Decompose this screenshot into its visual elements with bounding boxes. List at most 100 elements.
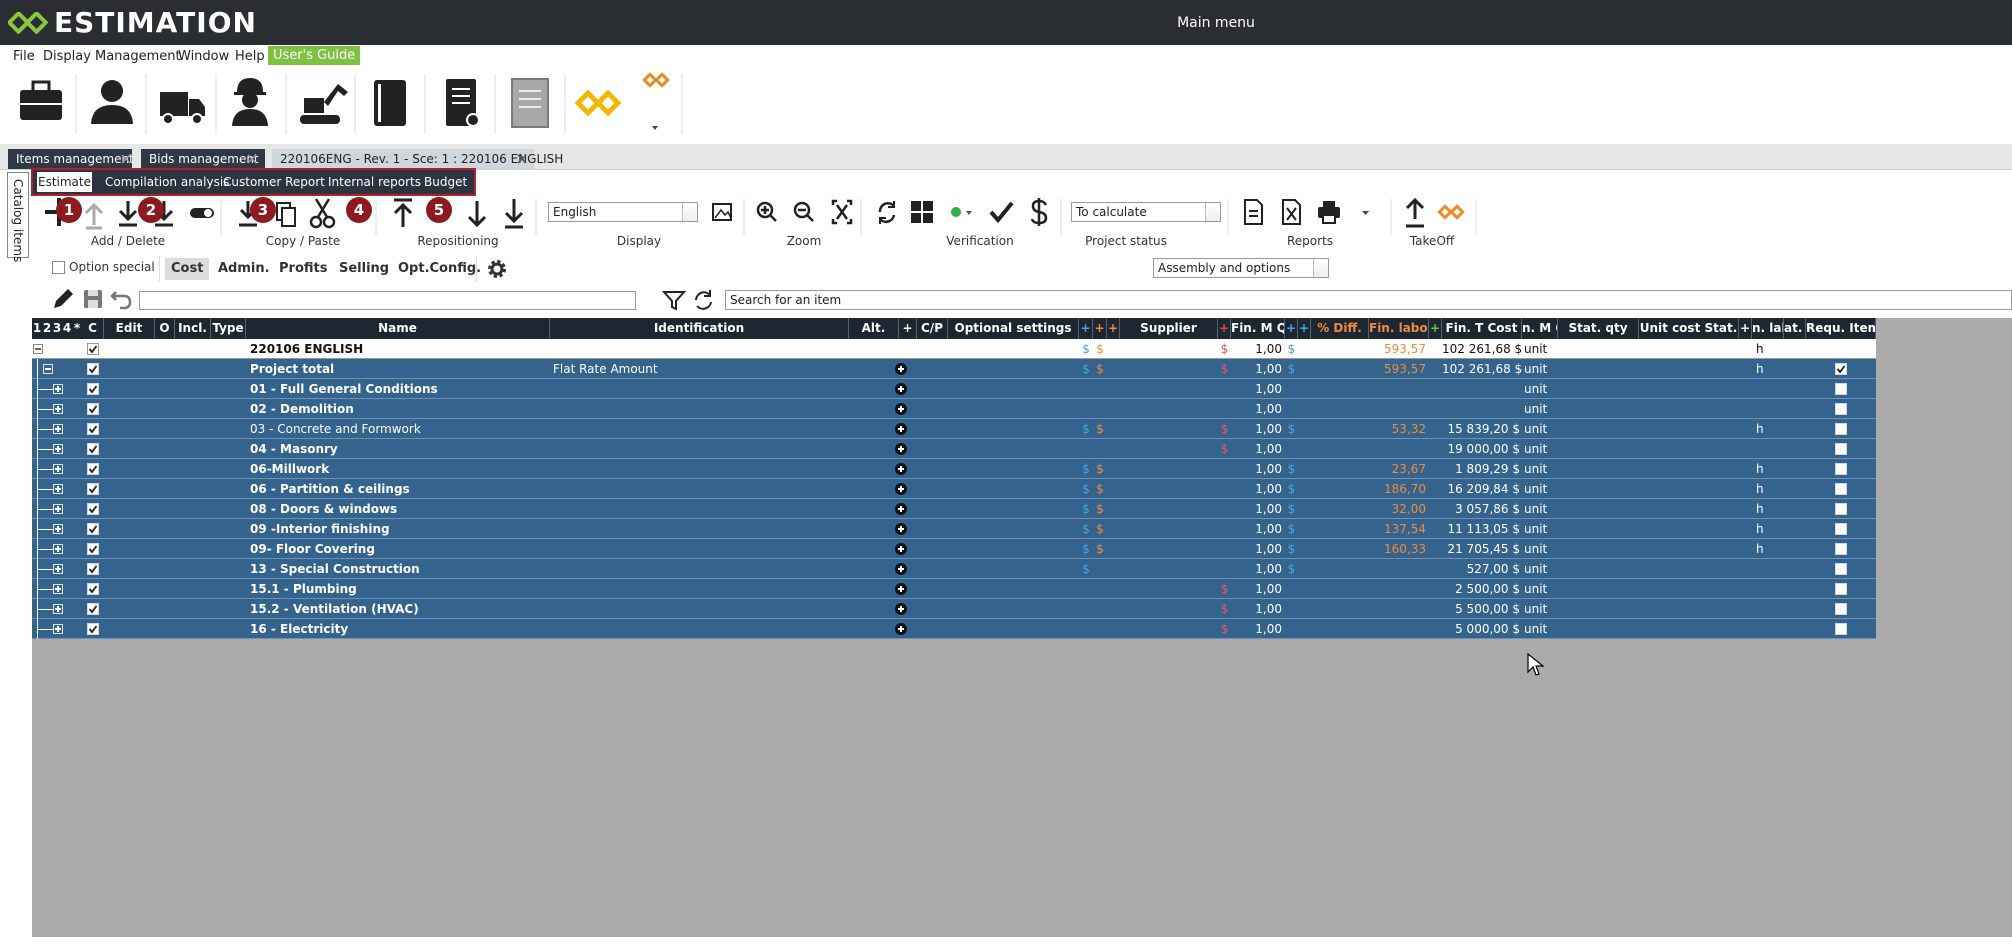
filter-button[interactable]: Opt.Config.	[398, 261, 482, 276]
column-header[interactable]: 4	[62, 321, 72, 335]
column-header[interactable]: Supplier	[1120, 318, 1218, 339]
refresh-search-icon[interactable]	[695, 290, 712, 310]
tree-expander[interactable]	[53, 544, 63, 554]
sub-tab[interactable]: Compilation analysis	[105, 175, 230, 189]
zoom-fit-icon[interactable]	[831, 199, 853, 225]
takeoff-logo-icon[interactable]	[1437, 204, 1465, 220]
dollar-icon[interactable]	[1030, 198, 1048, 226]
cp-icon[interactable]	[895, 583, 907, 595]
required-checkbox[interactable]	[1835, 463, 1847, 475]
excel-icon[interactable]	[1282, 199, 1301, 225]
column-header[interactable]: +	[899, 318, 917, 339]
column-header[interactable]: *	[73, 321, 81, 335]
catalog-icon[interactable]	[374, 80, 406, 126]
column-header[interactable]: C/P	[917, 318, 948, 339]
filter-button[interactable]: Selling	[339, 261, 390, 276]
menu-item[interactable]: Display	[43, 49, 91, 64]
doc-tab[interactable]: Items management	[8, 149, 134, 169]
tree-expander[interactable]	[43, 364, 53, 374]
tree-expander[interactable]	[53, 444, 63, 454]
cp-icon[interactable]	[895, 463, 907, 475]
column-header[interactable]: +	[1079, 318, 1093, 339]
cp-icon[interactable]	[895, 623, 907, 635]
column-header[interactable]: +	[1093, 318, 1107, 339]
filter-button[interactable]: Profits	[279, 261, 328, 276]
filter-icon[interactable]	[662, 291, 687, 311]
tree-expander[interactable]	[53, 484, 63, 494]
clients-icon[interactable]	[91, 80, 133, 124]
toggle-icon[interactable]	[190, 208, 214, 218]
refresh-icon[interactable]	[878, 201, 896, 224]
undo-icon[interactable]	[110, 291, 132, 310]
image-icon[interactable]	[712, 203, 732, 221]
column-header[interactable]: Optional settings	[948, 318, 1079, 339]
column-header[interactable]: +	[1285, 318, 1298, 339]
menu-item[interactable]: Help	[235, 49, 265, 64]
users-guide[interactable]: User's Guide	[268, 46, 361, 65]
column-header[interactable]: C	[82, 318, 104, 339]
include-checkbox[interactable]	[87, 403, 99, 415]
takeoff-logo-icon[interactable]	[574, 89, 622, 117]
column-header[interactable]: +	[1739, 318, 1752, 339]
report-doc-icon[interactable]	[1244, 199, 1263, 225]
include-checkbox[interactable]	[87, 483, 99, 495]
column-header[interactable]: Fin. labor H	[1369, 318, 1429, 339]
include-checkbox[interactable]	[87, 443, 99, 455]
tree-expander[interactable]	[53, 424, 63, 434]
zoom-out-icon[interactable]	[793, 201, 814, 222]
estimates-icon[interactable]	[20, 80, 62, 120]
insert-icon[interactable]	[118, 201, 138, 227]
cp-icon[interactable]	[895, 483, 907, 495]
required-checkbox[interactable]	[1835, 503, 1847, 515]
tree-expander[interactable]	[53, 464, 63, 474]
include-checkbox[interactable]	[87, 343, 99, 355]
include-checkbox[interactable]	[87, 523, 99, 535]
column-header[interactable]: Incl.	[175, 318, 211, 339]
side-tab[interactable]: Catalog items	[7, 172, 29, 262]
required-checkbox[interactable]	[1835, 483, 1847, 495]
tree-expander[interactable]	[53, 384, 63, 394]
cp-icon[interactable]	[895, 603, 907, 615]
report-icon[interactable]	[446, 79, 480, 127]
tree-expander[interactable]	[53, 584, 63, 594]
sub-tab[interactable]: Internal reports	[328, 175, 421, 189]
column-header[interactable]: +	[1218, 318, 1231, 339]
required-checkbox[interactable]	[1835, 443, 1847, 455]
column-header[interactable]: n. M C	[1522, 318, 1558, 339]
sub-tab[interactable]: Customer Report	[223, 175, 325, 189]
cut-icon[interactable]	[309, 198, 336, 229]
column-header[interactable]: +	[1298, 318, 1311, 339]
column-header[interactable]: n. labc	[1752, 318, 1784, 339]
cp-icon[interactable]	[895, 423, 907, 435]
move-bottom-icon[interactable]	[504, 199, 524, 229]
status-icon[interactable]	[951, 207, 961, 217]
doc-tab[interactable]: Bids management	[141, 149, 265, 169]
save-icon[interactable]	[84, 290, 102, 308]
cp-icon[interactable]	[895, 523, 907, 535]
column-header[interactable]: 3	[52, 321, 62, 335]
column-header[interactable]: 1	[32, 321, 42, 335]
edit-input[interactable]	[139, 291, 636, 310]
include-checkbox[interactable]	[87, 543, 99, 555]
cp-icon[interactable]	[895, 563, 907, 575]
language-dropdown[interactable]: English	[548, 202, 698, 222]
tree-expander[interactable]	[53, 404, 63, 414]
sub-tab-active[interactable]: Estimate	[37, 172, 92, 192]
required-checkbox[interactable]	[1835, 623, 1847, 635]
takeoff-upload-icon[interactable]	[1405, 197, 1425, 228]
include-checkbox[interactable]	[87, 383, 99, 395]
tree-expander[interactable]	[53, 504, 63, 514]
cp-icon[interactable]	[895, 363, 907, 375]
required-checkbox[interactable]	[1835, 403, 1847, 415]
move-down-icon[interactable]	[467, 201, 487, 228]
column-header[interactable]: Fin. M Qt	[1231, 318, 1285, 339]
column-header[interactable]: Fin. T Cost	[1442, 318, 1522, 339]
required-checkbox[interactable]	[1835, 583, 1847, 595]
column-header[interactable]: Unit cost Stat.	[1639, 318, 1739, 339]
menu-item[interactable]: Management	[95, 49, 181, 64]
include-checkbox[interactable]	[87, 503, 99, 515]
column-header[interactable]: at. (	[1784, 318, 1806, 339]
column-header[interactable]: 2	[42, 321, 52, 335]
up-disabled-icon[interactable]	[84, 202, 104, 230]
column-header[interactable]: Alt.	[849, 318, 899, 339]
